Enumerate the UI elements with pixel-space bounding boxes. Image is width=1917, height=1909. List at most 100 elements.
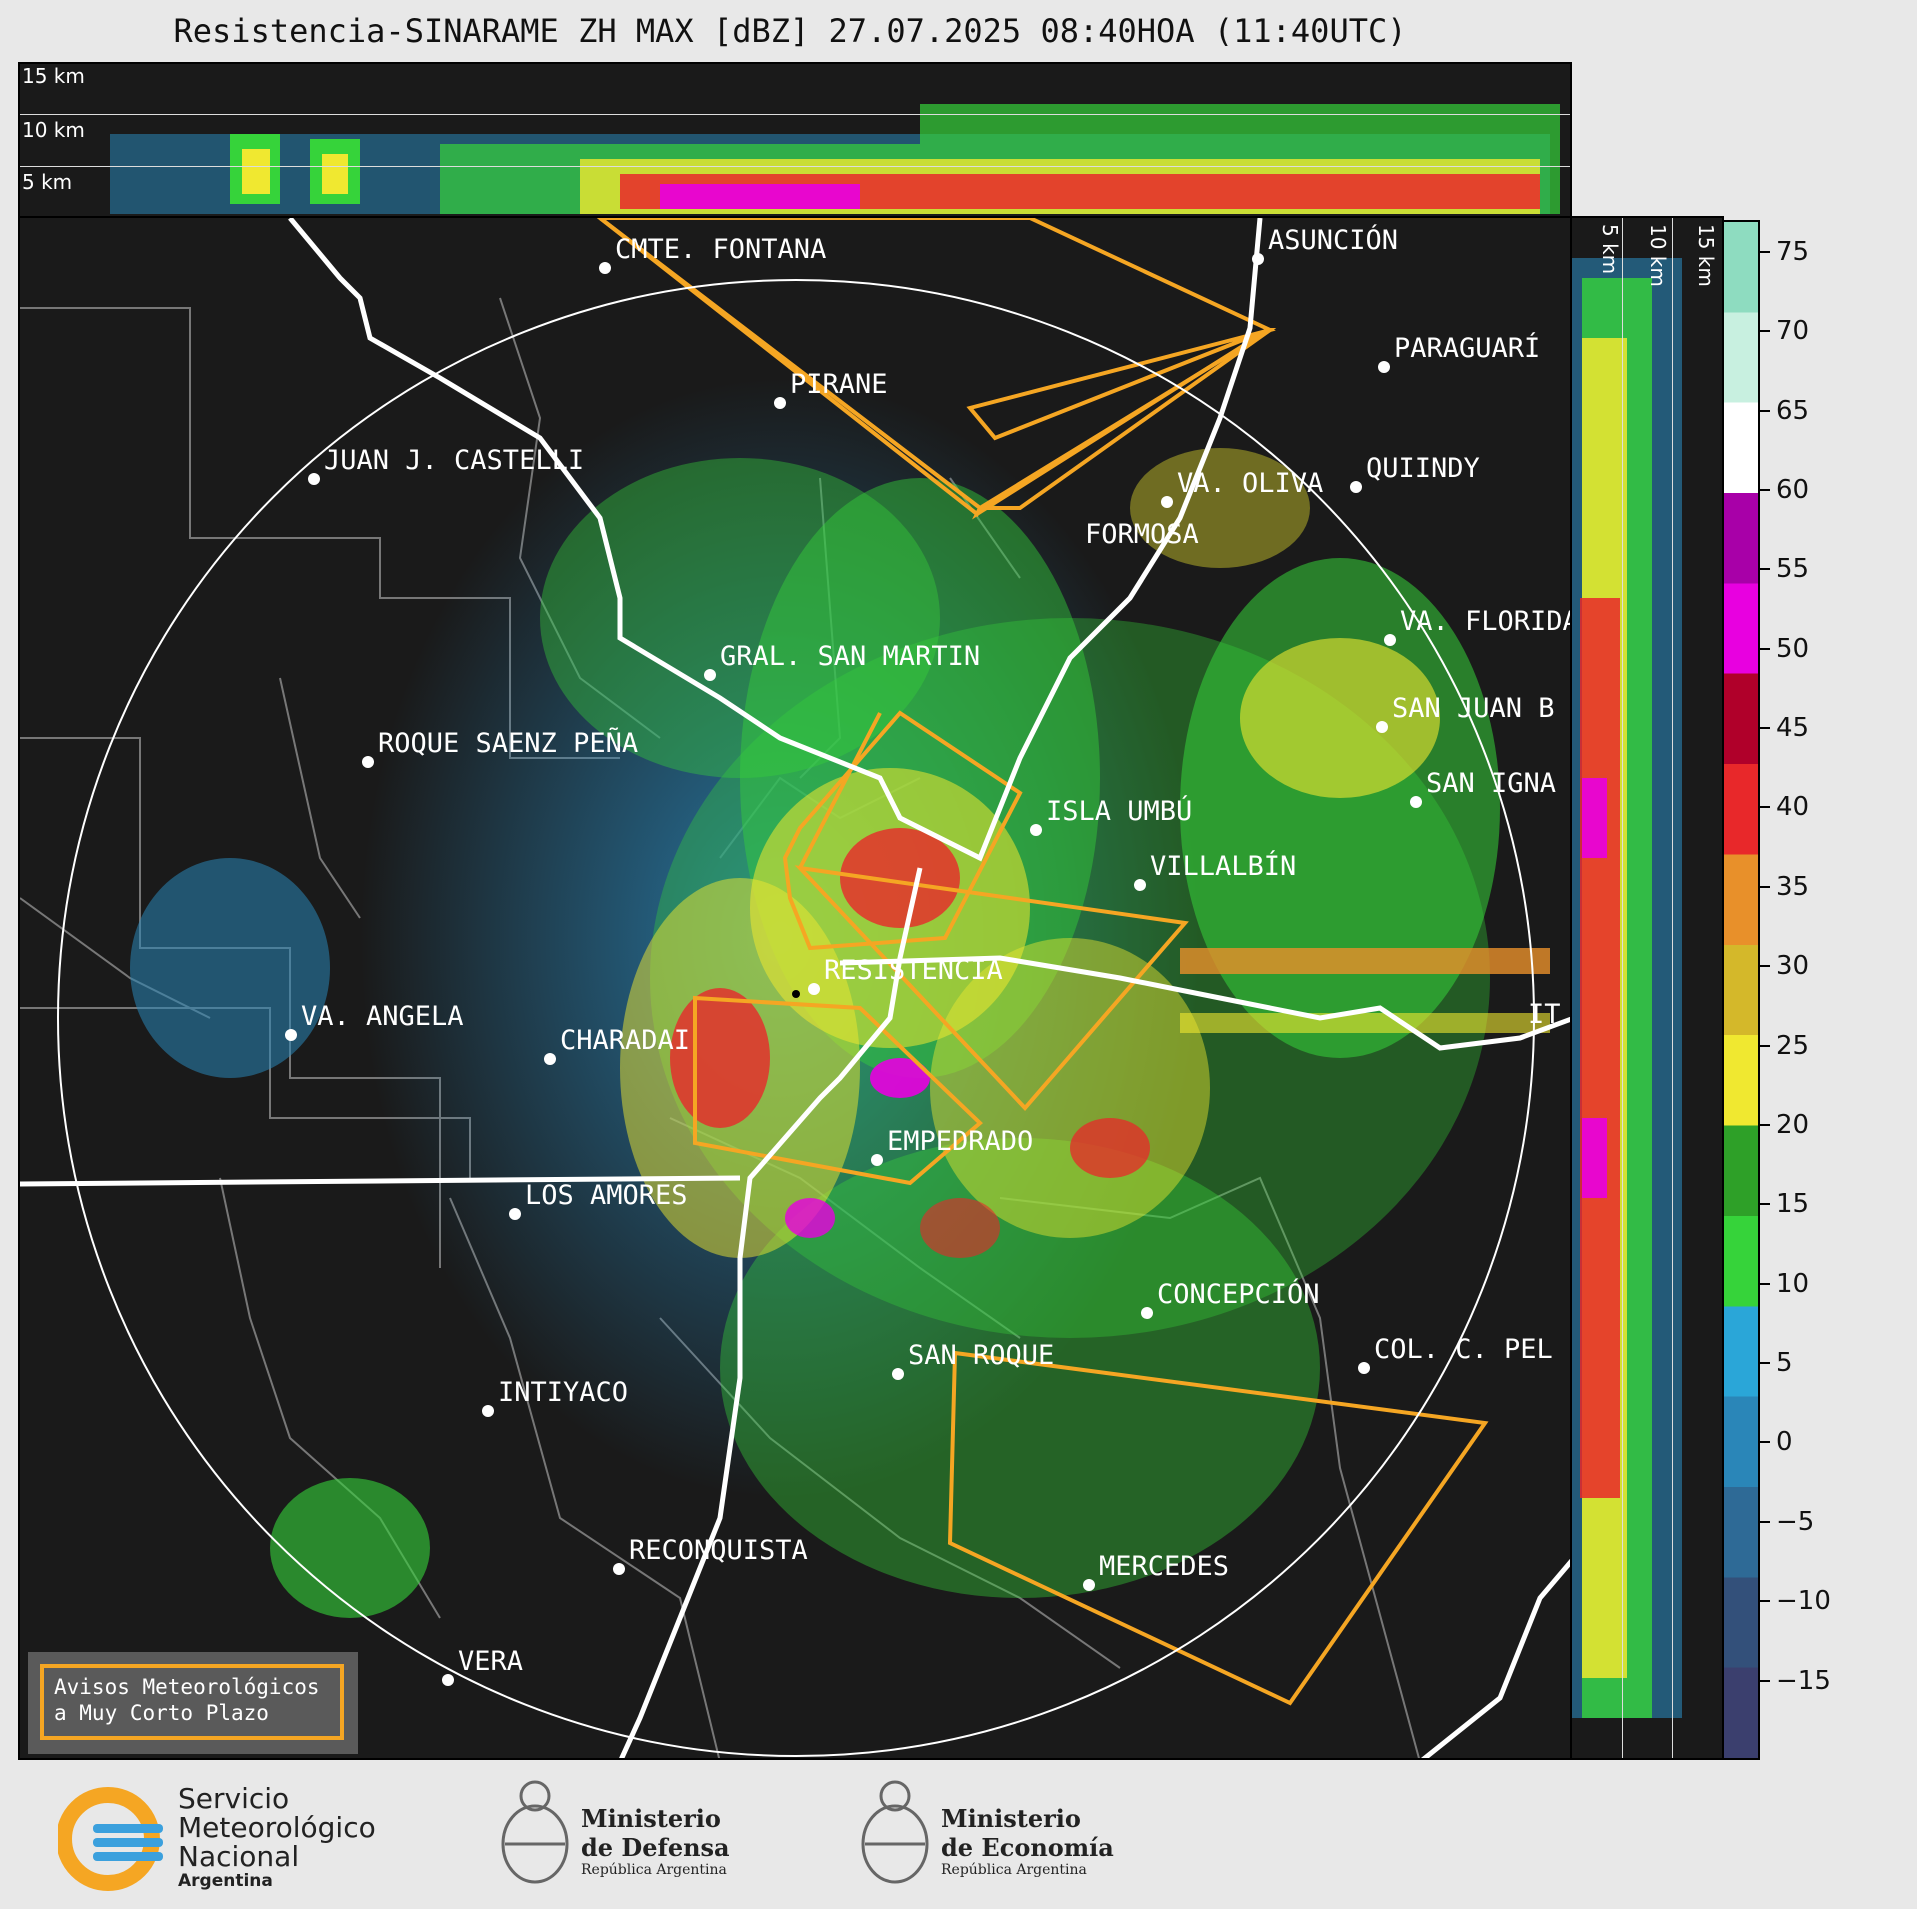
city-label: CHARADAI — [560, 1025, 690, 1056]
argentina-coat-of-arms-icon — [501, 1780, 569, 1884]
colorbar-tick-label: 75 — [1776, 236, 1810, 267]
city-label: ISLA UMBÚ — [1046, 795, 1192, 827]
economia-line1: Ministerio — [941, 1804, 1081, 1833]
city-dot — [808, 983, 820, 995]
city-label: SAN IGNA — [1426, 768, 1556, 799]
city-dot — [1378, 361, 1390, 373]
economia-line2: de Economía — [941, 1833, 1114, 1862]
city-label: EMPEDRADO — [887, 1126, 1033, 1157]
top-label-5km: 5 km — [22, 170, 73, 194]
smn-line4: Argentina — [178, 1871, 273, 1891]
colorbar-tick-label: 15 — [1776, 1189, 1810, 1220]
city-dot — [544, 1053, 556, 1065]
city-dot — [1134, 879, 1146, 891]
colorbar-tick-label: −5 — [1776, 1506, 1815, 1537]
side-label-10km: 10 km — [1646, 224, 1670, 287]
city-label: PIRANE — [790, 369, 888, 400]
warning-legend-line1: Avisos Meteorológicos — [54, 1675, 320, 1699]
top-cross-section-panel: 15 km 10 km 5 km — [18, 62, 1572, 218]
side-cross-section-echoes — [1572, 258, 1682, 1718]
city-dot — [1161, 496, 1173, 508]
city-label: JUAN J. CASTELLI — [324, 445, 584, 476]
warning-legend: Avisos Meteorológicos a Muy Corto Plazo — [28, 1652, 358, 1754]
argentina-coat-of-arms-icon — [861, 1780, 929, 1884]
city-label: CONCEPCIÓN — [1157, 1278, 1320, 1310]
dbz-colorbar — [1722, 220, 1760, 1760]
colorbar-tick-label: 35 — [1776, 871, 1810, 902]
chart-title: Resistencia-SINARAME ZH MAX [dBZ] 27.07.… — [173, 12, 1407, 50]
smn-logo-icon — [58, 1787, 163, 1891]
colorbar-tick — [1760, 647, 1770, 650]
colorbar-tick-label: −15 — [1776, 1665, 1831, 1696]
city-label: CMTE. FONTANA — [615, 234, 826, 265]
defensa-line3: República Argentina — [581, 1862, 727, 1878]
city-dot — [892, 1368, 904, 1380]
colorbar-tick-label: 10 — [1776, 1268, 1810, 1299]
colorbar-tick-label: 45 — [1776, 713, 1810, 744]
colorbar-tick-label: 25 — [1776, 1030, 1810, 1061]
radar-map: CMTE. FONTANA ASUNCIÓN PARAGUARÍ PIRANE … — [20, 218, 1572, 1758]
economia-line3: República Argentina — [941, 1862, 1087, 1878]
colorbar-tick — [1760, 885, 1770, 888]
smn-line2: Meteorológico — [178, 1811, 376, 1844]
city-dot — [1376, 721, 1388, 733]
colorbar-tick — [1760, 1520, 1770, 1523]
city-label: VA. FLORIDA — [1400, 606, 1572, 637]
colorbar-tick-label: 70 — [1776, 316, 1810, 347]
city-dot — [1410, 796, 1422, 808]
city-label: PARAGUARÍ — [1394, 332, 1540, 364]
city-label: COL. C. PEL — [1374, 1334, 1553, 1365]
city-label: INTIYACO — [498, 1377, 628, 1408]
colorbar-tick-label: 50 — [1776, 633, 1810, 664]
colorbar-tick-label: 40 — [1776, 792, 1810, 823]
city-dot — [1252, 253, 1264, 265]
colorbar-tick — [1760, 1282, 1770, 1285]
colorbar-tick — [1760, 965, 1770, 968]
city-label: VERA — [458, 1646, 523, 1677]
colorbar-tick — [1760, 250, 1770, 253]
city-label: GRAL. SAN MARTIN — [720, 641, 980, 672]
rivers-and-borders — [20, 218, 1570, 1758]
colorbar-tick — [1760, 1679, 1770, 1682]
city-label: SAN JUAN B — [1392, 693, 1555, 724]
colorbar-tick — [1760, 727, 1770, 730]
city-label: SAN ROQUE — [908, 1340, 1054, 1371]
city-dot — [1358, 1362, 1370, 1374]
colorbar-tick-label: 60 — [1776, 474, 1810, 505]
city-label: ASUNCIÓN — [1268, 224, 1398, 256]
colorbar-tick-label: 5 — [1776, 1348, 1793, 1379]
colorbar-tick-label: 20 — [1776, 1109, 1810, 1140]
city-markers: CMTE. FONTANA ASUNCIÓN PARAGUARÍ PIRANE … — [285, 224, 1572, 1686]
colorbar-tick — [1760, 1441, 1770, 1444]
colorbar-tick-label: 65 — [1776, 395, 1810, 426]
city-dot — [285, 1029, 297, 1041]
warning-legend-frame: Avisos Meteorológicos a Muy Corto Plazo — [40, 1664, 344, 1740]
city-dot — [1141, 1307, 1153, 1319]
radar-site-marker — [792, 990, 800, 998]
city-dot — [704, 669, 716, 681]
city-dot — [871, 1154, 883, 1166]
side-label-15km: 15 km — [1694, 224, 1718, 287]
city-label: RECONQUISTA — [629, 1535, 808, 1566]
city-label: IT — [1528, 999, 1561, 1030]
city-dot — [1384, 634, 1396, 646]
city-dot — [308, 473, 320, 485]
top-cross-section-echoes — [110, 104, 1560, 214]
city-label: VA. OLIVA — [1177, 468, 1323, 499]
city-dot — [509, 1208, 521, 1220]
colorbar-tick-label: 0 — [1776, 1427, 1793, 1458]
colorbar-tick — [1760, 1123, 1770, 1126]
city-dot — [774, 397, 786, 409]
colorbar-tick — [1760, 1362, 1770, 1365]
top-label-10km: 10 km — [22, 118, 85, 142]
colorbar-tick-label: −10 — [1776, 1586, 1831, 1617]
colorbar-tick — [1760, 409, 1770, 412]
city-dot — [362, 756, 374, 768]
radar-range-ring — [57, 279, 1535, 1757]
colorbar-tick — [1760, 1044, 1770, 1047]
colorbar-tick — [1760, 806, 1770, 809]
colorbar-tick-label: 55 — [1776, 554, 1810, 585]
radar-map-panel: CMTE. FONTANA ASUNCIÓN PARAGUARÍ PIRANE … — [18, 216, 1572, 1760]
side-label-5km: 5 km — [1598, 224, 1622, 275]
colorbar-tick — [1760, 1600, 1770, 1603]
